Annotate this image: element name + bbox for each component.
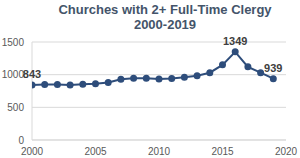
html-text:Churches with 2+ Full-Time Cle: Churches with 2+ Full-Time Clergy 2000-2… <box>58 2 272 32</box>
svg-text:2005: 2005 <box>84 146 107 157</box>
svg-text:2000: 2000 <box>21 146 44 157</box>
svg-text:2015: 2015 <box>211 146 234 157</box>
svg-text:939: 939 <box>264 62 282 74</box>
svg-text:1500: 1500 <box>8 37 24 48</box>
svg-text:2010: 2010 <box>148 146 171 157</box>
svg-text:0: 0 <box>18 135 24 146</box>
svg-text:1349: 1349 <box>223 35 247 47</box>
svg-text:500: 500 <box>8 102 24 113</box>
svg-text:2020: 2020 <box>275 146 292 157</box>
svg-text:843: 843 <box>23 68 41 80</box>
